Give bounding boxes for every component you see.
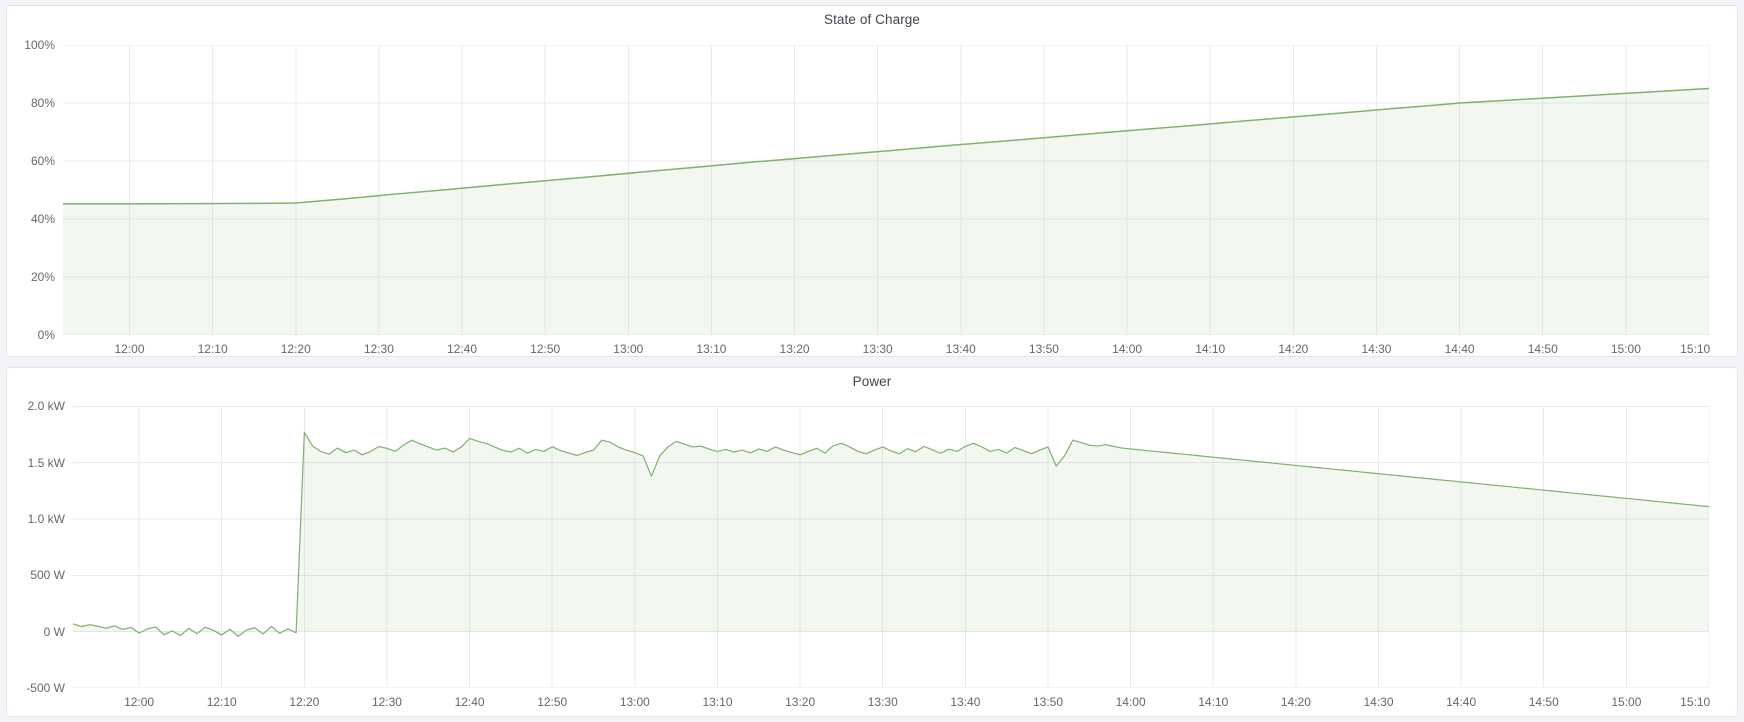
x-axis-tick-label: 13:30 xyxy=(867,695,898,709)
chart-canvas xyxy=(63,45,1709,335)
x-axis-tick-label: 14:30 xyxy=(1361,342,1392,356)
y-axis-tick-label: 2.0 kW xyxy=(27,399,65,414)
x-axis-tick-label: 14:10 xyxy=(1198,695,1229,709)
series-area-fill xyxy=(63,88,1709,335)
x-axis-tick-label: 12:20 xyxy=(280,342,311,356)
x-axis-tick-label: 13:10 xyxy=(702,695,733,709)
x-axis-tick-label: 12:00 xyxy=(124,695,155,709)
x-axis-tick-label: 14:50 xyxy=(1528,695,1559,709)
series-line xyxy=(63,87,1709,205)
panel-title-power: Power xyxy=(852,374,892,389)
x-axis-tick-label: 15:10 xyxy=(1680,342,1711,356)
x-axis-tick-label: 14:00 xyxy=(1112,342,1143,356)
x-axis-tick-label: 14:40 xyxy=(1444,342,1475,356)
x-axis-tick-label: 13:30 xyxy=(862,342,893,356)
y-axis-tick-label: 0 W xyxy=(43,624,65,639)
x-axis-tick-label: 13:10 xyxy=(696,342,727,356)
x-axis-tick-label: 13:00 xyxy=(613,342,644,356)
x-axis-tick-label: 13:40 xyxy=(950,695,981,709)
x-axis-tick-label: 13:00 xyxy=(619,695,650,709)
x-axis-tick-label: 12:40 xyxy=(447,342,478,356)
x-axis-tick-label: 12:10 xyxy=(197,342,228,356)
x-axis-tick-label: 15:00 xyxy=(1611,695,1642,709)
x-axis-tick-label: 13:40 xyxy=(945,342,976,356)
x-axis-tick-label: 15:00 xyxy=(1610,342,1641,356)
series-area-fill xyxy=(73,432,1709,637)
x-axis-tick-label: 12:50 xyxy=(537,695,568,709)
x-axis-tick-label: 15:10 xyxy=(1680,695,1711,709)
x-axis-tick-label: 14:00 xyxy=(1115,695,1146,709)
y-axis-tick-label: -500 W xyxy=(26,681,65,695)
x-axis-tick-label: 12:40 xyxy=(454,695,485,709)
x-axis-tick-label: 14:10 xyxy=(1195,342,1226,356)
y-axis-tick-label: 80% xyxy=(30,96,55,110)
series-line xyxy=(73,431,1709,638)
x-axis-tick-label: 13:50 xyxy=(1028,342,1059,356)
y-axis-tick-label: 1.5 kW xyxy=(27,455,65,470)
x-axis-tick-label: 14:30 xyxy=(1363,695,1394,709)
x-axis-tick-label: 13:20 xyxy=(785,695,816,709)
y-axis-tick-label: 20% xyxy=(30,270,55,284)
state-of-charge-plot-area[interactable]: 0% 20% 40% 60% 80% 100% 12:00 12:10 12:20 12:30 12… xyxy=(24,38,1710,356)
y-axis-tick-label: 500 W xyxy=(30,568,65,583)
x-axis-tick-label: 12:30 xyxy=(363,342,394,356)
x-axis-tick-label: 12:50 xyxy=(530,342,561,356)
x-axis-tick-label: 12:00 xyxy=(114,342,145,356)
x-axis-tick-label: 14:20 xyxy=(1278,342,1309,356)
panel-power: Power -500 W 0 W 500 W 1.0 kW 1.5 kW 2.0 kW 12… xyxy=(6,367,1738,717)
y-axis-tick-label: 0% xyxy=(37,328,55,342)
x-axis-tick-label: 13:50 xyxy=(1032,695,1063,709)
x-axis-tick-label: 12:10 xyxy=(206,695,237,709)
x-axis-tick-label: 14:50 xyxy=(1527,342,1558,356)
power-plot-area[interactable]: -500 W 0 W 500 W 1.0 kW 1.5 kW 2.0 kW 12:00 12:… xyxy=(26,394,1710,709)
y-axis-tick-label: 100% xyxy=(24,38,55,52)
panel-state-of-charge: State of Charge 0% 20% 40% 60% 80% 100% 12:00 1… xyxy=(6,5,1738,357)
y-axis-tick-label: 1.0 kW xyxy=(27,512,65,527)
x-axis-tick-label: 14:40 xyxy=(1446,695,1477,709)
x-axis-tick-label: 12:30 xyxy=(371,695,402,709)
x-axis-tick-label: 12:20 xyxy=(289,695,320,709)
x-axis-tick-label: 14:20 xyxy=(1280,695,1311,709)
y-axis-tick-label: 60% xyxy=(30,154,55,168)
y-axis-tick-label: 40% xyxy=(30,212,55,226)
chart-canvas xyxy=(73,405,1709,688)
x-axis-tick-label: 13:20 xyxy=(779,342,810,356)
panel-title-state-of-charge: State of Charge xyxy=(823,12,921,27)
